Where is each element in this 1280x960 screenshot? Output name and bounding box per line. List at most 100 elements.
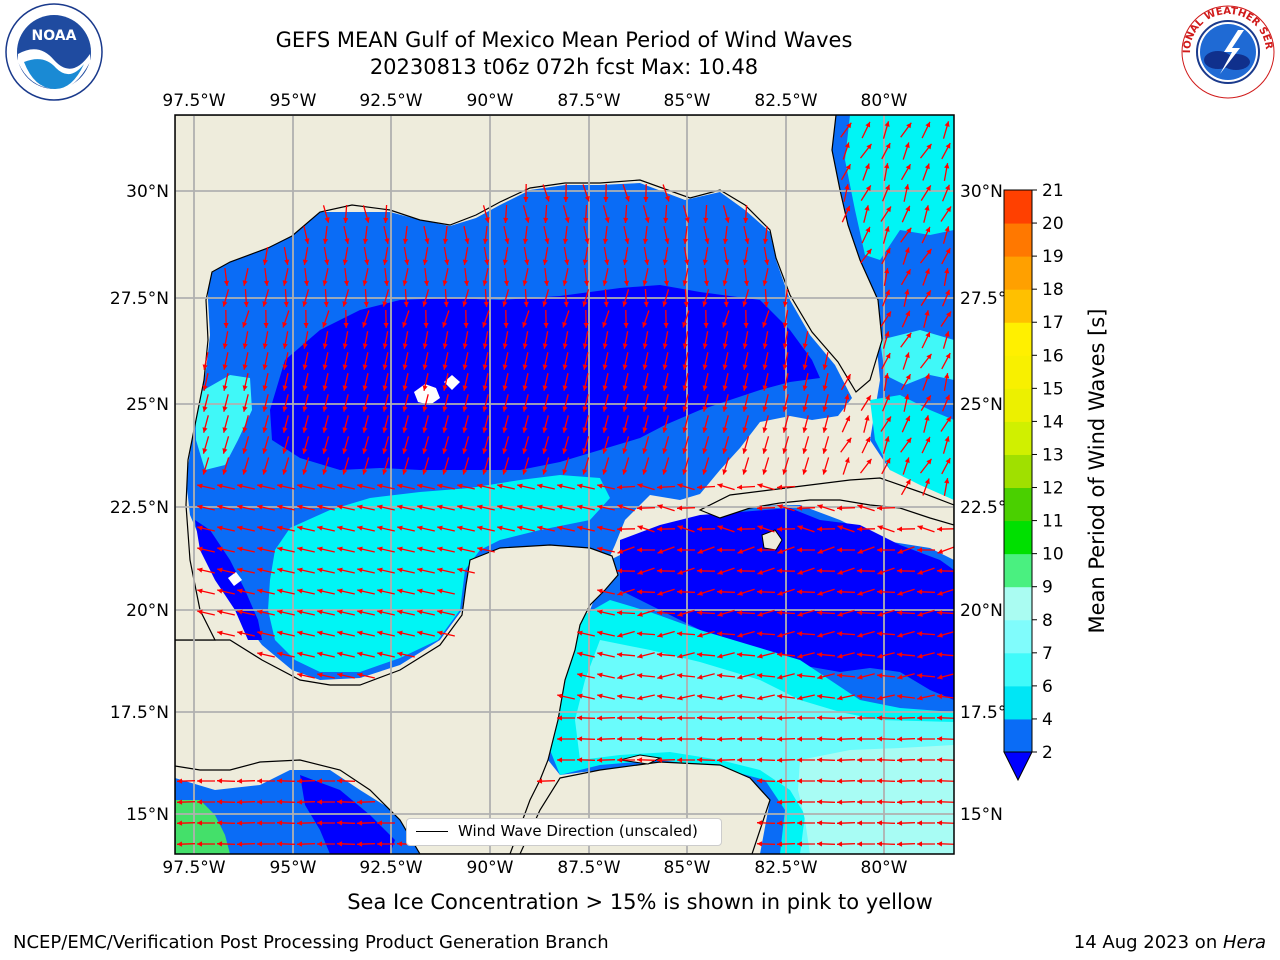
- wave-vector-head: [717, 525, 724, 531]
- wave-vector-head: [864, 163, 870, 170]
- wave-vector-head: [777, 799, 783, 805]
- wave-vector-head: [944, 121, 950, 127]
- wave-vector-head: [657, 715, 663, 721]
- wave-vector-head: [603, 301, 609, 307]
- wave-vector-head: [662, 259, 668, 265]
- wave-vector-head: [926, 143, 932, 150]
- wave-vector-head: [257, 651, 263, 657]
- wave-vector-head: [277, 820, 283, 826]
- colorbar-tick-label: 16: [1042, 346, 1064, 366]
- wave-vector-head: [597, 525, 603, 531]
- colorbar-tick-label: 17: [1042, 313, 1064, 333]
- wave-vector-head: [657, 757, 663, 763]
- colorbar-tick-label: 11: [1042, 512, 1064, 532]
- colorbar-segment: [1004, 520, 1032, 555]
- wave-vector-head: [642, 406, 648, 412]
- wave-vector-head: [202, 385, 208, 391]
- wave-vector-head: [417, 504, 423, 510]
- wave-vector-head: [177, 820, 183, 826]
- nodata-spot-3: [228, 572, 242, 586]
- wave-vector-head: [886, 416, 891, 423]
- land-mexico-west: [175, 115, 883, 641]
- wave-vector-head: [522, 427, 528, 433]
- wave-vector-head: [562, 238, 569, 244]
- wave-vector-head: [924, 373, 930, 380]
- wave-vector-head: [897, 568, 902, 574]
- lon-label-top: 92.5°W: [359, 91, 422, 111]
- wave-vector-head: [677, 715, 682, 721]
- wave-vector-head: [562, 448, 568, 454]
- wave-vector-head: [662, 301, 668, 307]
- date-stamp: 14 Aug 2023 on Hera: [1074, 932, 1266, 953]
- wave-vector-head: [397, 630, 403, 636]
- wave-vector-head: [262, 259, 268, 265]
- wave-vector-head: [342, 301, 348, 307]
- wave-vector-head: [462, 448, 468, 454]
- legend-line-sample: [416, 831, 448, 832]
- wave-vector-head: [304, 238, 310, 244]
- wave-vector-head: [777, 674, 783, 680]
- gulf-cyan-west: [195, 375, 252, 470]
- wave-vector-head: [402, 427, 408, 433]
- wave-vector-head: [742, 385, 748, 391]
- wave-vector-head: [737, 548, 744, 554]
- wave-vector-head: [424, 238, 430, 244]
- wave-vector-head: [877, 631, 883, 637]
- wave-vector-head: [582, 448, 588, 454]
- wave-vector-head: [917, 631, 923, 637]
- wave-vector-head: [737, 526, 742, 532]
- wave-vector-head: [502, 364, 508, 370]
- wave-vector-head: [344, 238, 350, 244]
- wave-vector-head: [762, 385, 768, 391]
- wave-vector-head: [542, 301, 548, 307]
- wave-vector-head: [937, 652, 943, 658]
- wave-vector-head: [582, 259, 588, 265]
- wave-vector-head: [877, 841, 883, 847]
- wave-vector-head: [462, 364, 468, 370]
- wave-vector-head: [503, 280, 510, 286]
- wave-vector-head: [937, 568, 942, 574]
- wave-vector-head: [522, 364, 528, 370]
- wave-vector-head: [242, 321, 248, 328]
- wave-vector-head: [857, 693, 863, 700]
- colorbar-segment: [1004, 586, 1032, 621]
- lat-label-left: 25°N: [126, 395, 169, 415]
- wave-vector-head: [644, 217, 650, 223]
- colorbar-tick-label: 7: [1042, 644, 1053, 664]
- wave-vector-head: [822, 427, 828, 433]
- wave-vector-head: [802, 427, 808, 433]
- wave-vector-head: [282, 280, 288, 286]
- wave-vector-head: [905, 164, 911, 170]
- wave-vector-head: [282, 385, 288, 391]
- wave-vector-head: [437, 483, 443, 489]
- wave-vector-head: [477, 504, 483, 510]
- wave-vector-head: [237, 820, 243, 826]
- wave-vector-head: [723, 301, 729, 307]
- colorbar-tick-label: 14: [1042, 412, 1064, 432]
- wave-vector-head: [845, 164, 851, 170]
- wave-vector-head: [262, 448, 268, 454]
- wave-vector-head: [317, 778, 322, 784]
- lon-label-top: 90°W: [467, 91, 514, 111]
- wave-vector-head: [623, 323, 629, 328]
- wave-vector-head: [617, 568, 622, 574]
- wave-vector-head: [762, 321, 768, 328]
- wave-vector-head: [722, 427, 728, 433]
- wave-vector-head: [837, 589, 843, 595]
- wave-vector-head: [262, 406, 268, 412]
- wave-vector-head: [483, 301, 489, 307]
- wave-vector-head: [217, 504, 223, 510]
- wave-vector-head: [303, 323, 309, 328]
- wave-vector-head: [237, 567, 243, 573]
- wave-vector-head: [277, 525, 283, 531]
- wave-vector-head: [817, 778, 823, 784]
- wave-vector-head: [517, 525, 523, 531]
- wave-vector-head: [597, 504, 603, 510]
- wave-vector-head: [657, 610, 663, 616]
- wave-vector-head: [497, 504, 503, 510]
- wave-vector-head: [237, 546, 243, 552]
- lon-label-bottom: 92.5°W: [359, 858, 422, 878]
- wave-vector-head: [463, 323, 469, 328]
- wave-vector-head: [937, 799, 943, 805]
- wave-vector-head: [557, 715, 562, 721]
